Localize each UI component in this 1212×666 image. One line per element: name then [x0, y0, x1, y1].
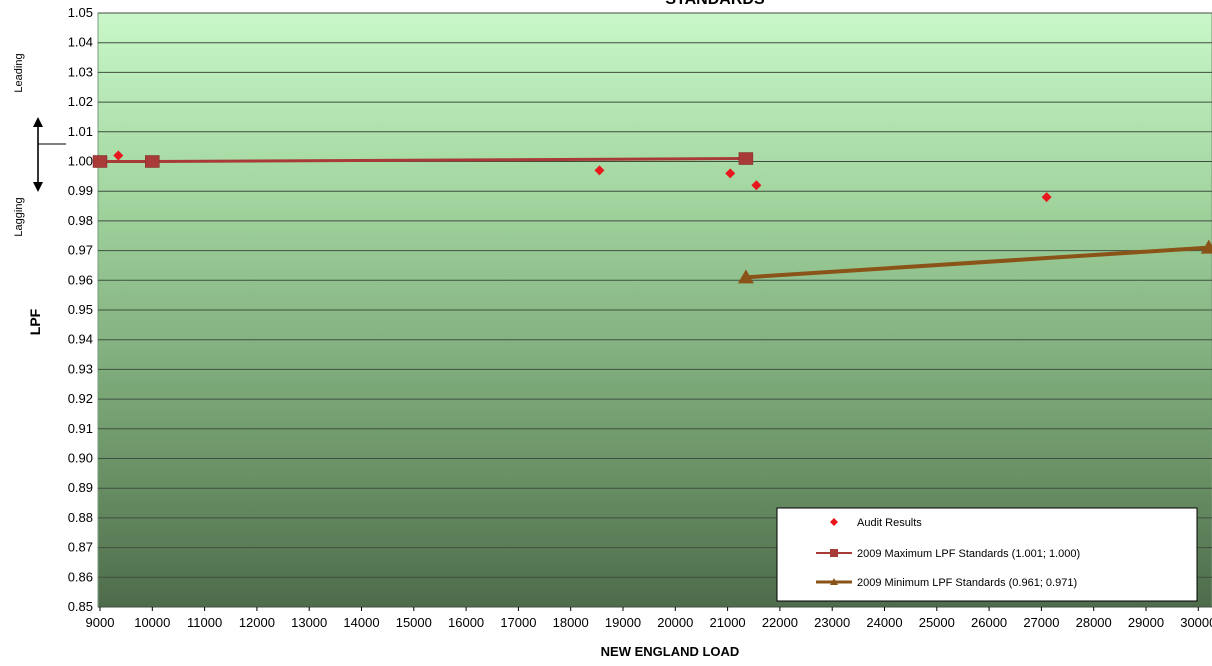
x-tick-label: 22000: [762, 615, 798, 630]
x-tick-label: 21000: [710, 615, 746, 630]
data-point: [1200, 239, 1212, 254]
y-tick-label: 1.03: [68, 64, 93, 79]
leading-label: Leading: [13, 53, 25, 92]
y-tick-label: 0.87: [68, 540, 93, 555]
x-tick-label: 15000: [396, 615, 432, 630]
legend-label-audit-results: Audit Results: [857, 517, 922, 529]
x-tick-label: 11000: [187, 615, 222, 630]
y-tick-label: 0.85: [68, 599, 93, 614]
y-tick-label: 1.04: [68, 35, 93, 50]
y-tick-label: 0.97: [68, 243, 93, 258]
legend: Audit Results 2009 Maximum LPF Standards…: [776, 507, 1198, 602]
data-point: [1041, 192, 1052, 203]
x-tick-label: 9000: [86, 615, 115, 630]
lagging-label: Lagging: [13, 197, 25, 236]
data-point: [92, 155, 108, 168]
x-tick-label: 29000: [1128, 615, 1164, 630]
y-tick-label: 1.05: [68, 5, 93, 20]
legend-label-max-standards: 2009 Maximum LPF Standards (1.001; 1.000…: [857, 548, 1080, 560]
x-axis-ticks: 9000 10000 11000 12000 13000 14000 15000 16000 1…: [86, 607, 1212, 630]
y-axis-title: LPF: [27, 308, 43, 335]
y-tick-label: 0.98: [68, 213, 93, 228]
y-tick-label: 0.86: [68, 569, 93, 584]
x-axis-title: NEW ENGLAND LOAD: [601, 644, 740, 659]
legend-triangle-marker: [830, 578, 838, 585]
data-point: [594, 165, 605, 176]
legend-label-min-standards: 2009 Minimum LPF Standards (0.961; 0.971…: [857, 577, 1077, 589]
data-point: [145, 155, 160, 168]
legend-box: [776, 507, 1198, 602]
y-tick-label: 0.99: [68, 183, 93, 198]
x-tick-label: 14000: [343, 615, 379, 630]
y-tick-label: 0.89: [68, 480, 93, 495]
x-tick-label: 17000: [500, 615, 536, 630]
x-tick-label: 12000: [239, 615, 275, 630]
y-tick-label: 0.92: [68, 391, 93, 406]
data-point: [751, 180, 762, 191]
leading-lagging-arrow: [33, 117, 66, 192]
x-tick-label: 18000: [553, 615, 589, 630]
gridlines: [98, 12, 1212, 608]
y-tick-label: 0.96: [68, 272, 93, 287]
x-tick-label: 26000: [971, 615, 1007, 630]
x-tick-label: 19000: [605, 615, 641, 630]
data-point: [738, 152, 754, 165]
y-tick-label: 1.02: [68, 94, 93, 109]
x-tick-label: 23000: [814, 615, 850, 630]
y-axis-ticks: 0.85 0.86 0.87 0.88 0.89 0.90 0.91 0.92 0.93 0.94…: [68, 5, 93, 614]
y-tick-label: 0.88: [68, 510, 93, 525]
y-tick-label: 0.94: [68, 332, 93, 347]
chart-title: STANDARDS: [665, 0, 765, 8]
legend-item-max-standards: 2009 Maximum LPF Standards (1.001; 1.000…: [816, 548, 1080, 560]
x-tick-label: 30000: [1180, 615, 1212, 630]
data-point: [113, 150, 124, 161]
y-tick-label: 0.90: [68, 451, 93, 466]
series-layer: [92, 150, 1212, 284]
series-1: [92, 152, 754, 168]
legend-item-min-standards: 2009 Minimum LPF Standards (0.961; 0.971…: [816, 577, 1077, 589]
x-tick-label: 10000: [134, 615, 170, 630]
y-tick-label: 0.91: [68, 421, 93, 436]
series-2: [737, 239, 1212, 284]
x-tick-label: 20000: [657, 615, 693, 630]
y-tick-label: 1.00: [68, 154, 93, 169]
x-tick-label: 16000: [448, 615, 484, 630]
x-tick-label: 13000: [291, 615, 327, 630]
x-tick-label: 28000: [1076, 615, 1112, 630]
x-tick-label: 27000: [1023, 615, 1059, 630]
x-tick-label: 24000: [866, 615, 902, 630]
legend-item-audit-results: Audit Results: [830, 517, 922, 529]
legend-square-marker: [830, 549, 838, 557]
x-tick-label: 25000: [919, 615, 955, 630]
data-point: [725, 168, 736, 179]
y-tick-label: 0.95: [68, 302, 93, 317]
y-tick-label: 0.93: [68, 361, 93, 376]
legend-diamond-marker: [830, 518, 838, 526]
series-line: [745, 245, 1209, 280]
data-point: [737, 269, 754, 284]
y-tick-label: 1.01: [68, 124, 93, 139]
